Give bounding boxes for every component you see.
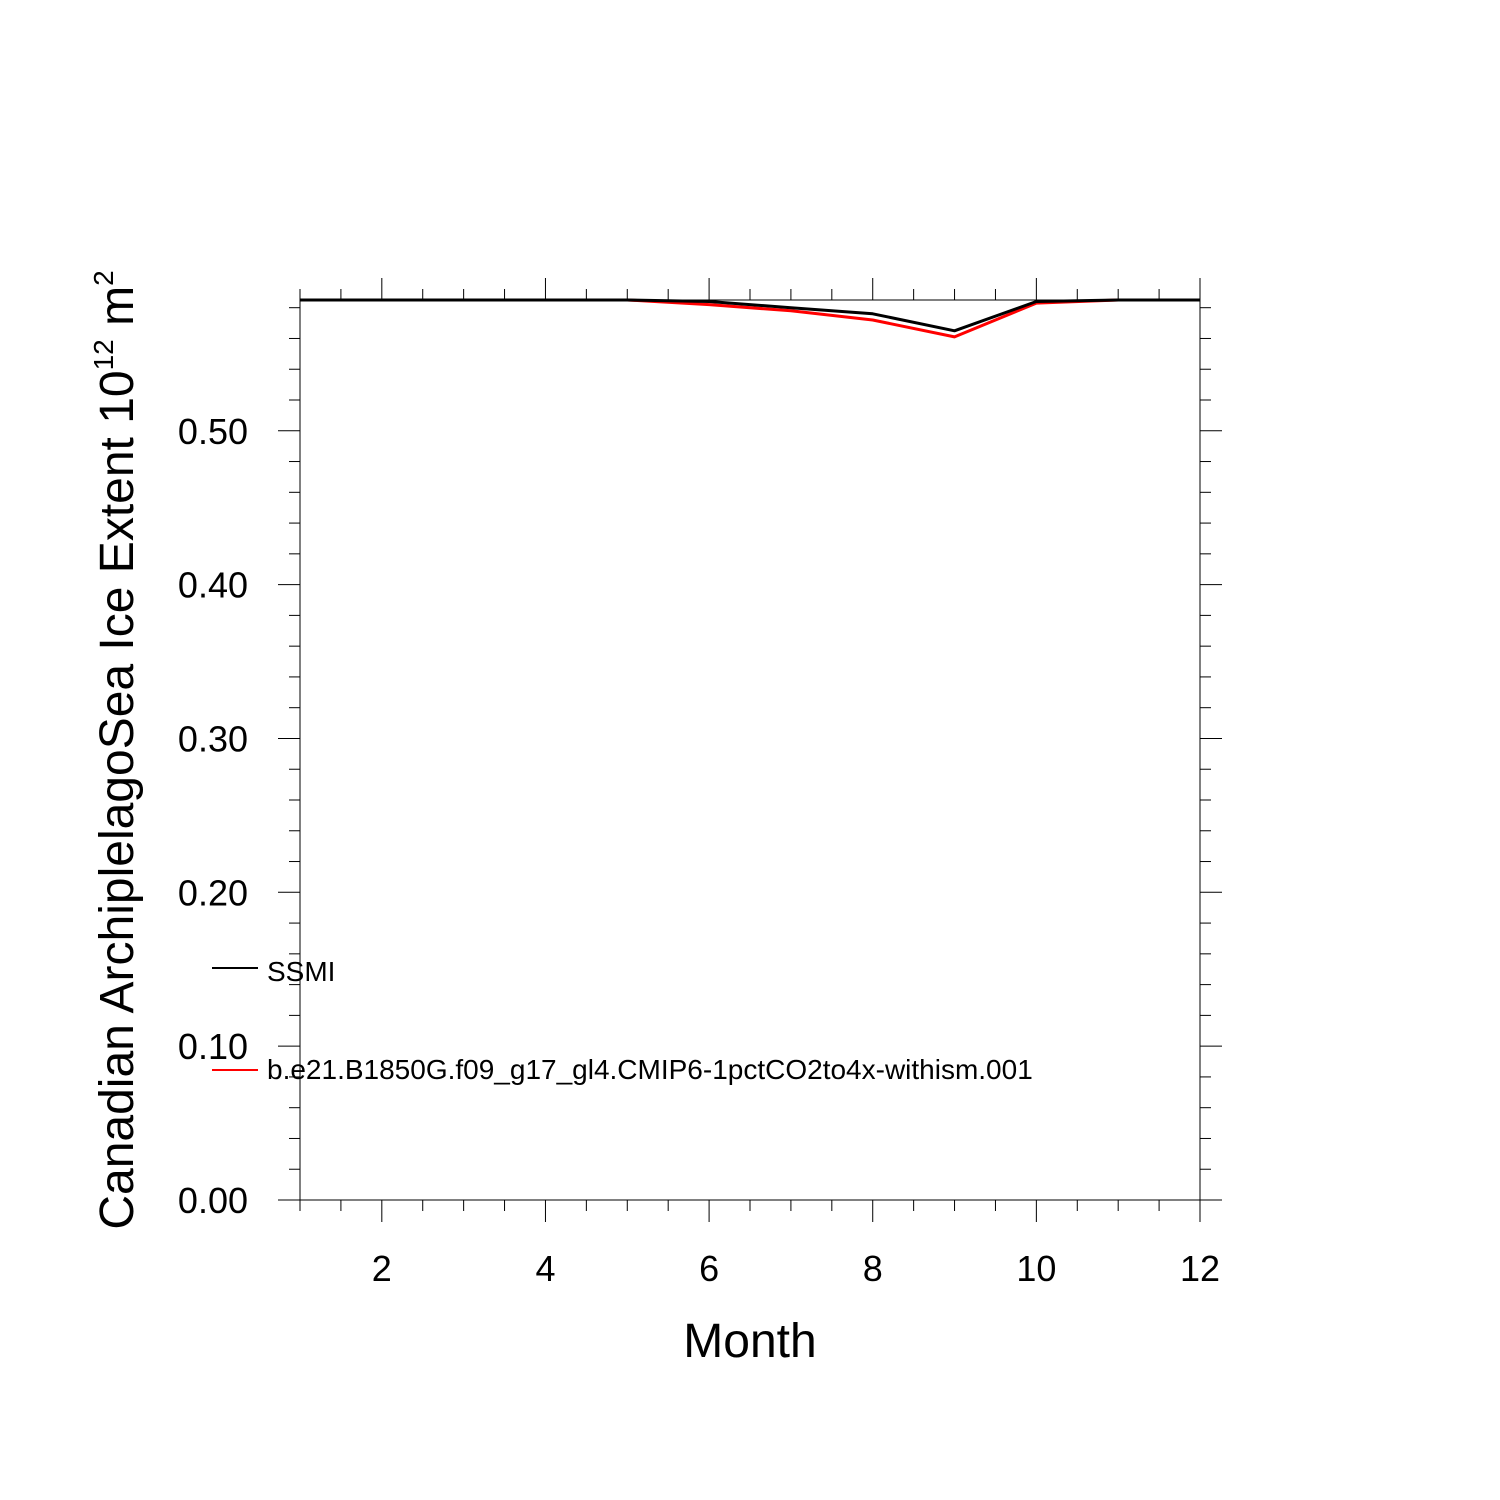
y-axis-label: Canadian ArchiplelagoSea Ice Extent 1012… xyxy=(88,270,144,1229)
series-lines xyxy=(300,298,1200,339)
y-axis-label-exponent: 12 xyxy=(88,339,119,370)
legend-label-ssmi: SSMI xyxy=(267,956,335,987)
y-tick-label: 0.10 xyxy=(178,1026,248,1067)
y-tick-label: 0.00 xyxy=(178,1180,248,1221)
axis-ticks xyxy=(278,278,1222,1222)
x-tick-label: 8 xyxy=(863,1248,883,1289)
x-tick-label: 2 xyxy=(372,1248,392,1289)
x-tick-label: 4 xyxy=(535,1248,555,1289)
y-axis-label-main: Canadian ArchiplelagoSea Ice Extent 10 xyxy=(91,370,144,1229)
y-tick-label: 0.40 xyxy=(178,565,248,606)
y-tick-label: 0.50 xyxy=(178,411,248,452)
y-axis-label-unit-exponent: 2 xyxy=(88,270,119,286)
x-tick-label: 6 xyxy=(699,1248,719,1289)
x-tick-label: 12 xyxy=(1180,1248,1220,1289)
x-tick-label: 10 xyxy=(1016,1248,1056,1289)
x-axis-label: Month xyxy=(683,1315,816,1368)
y-tick-label: 0.30 xyxy=(178,718,248,759)
plot-frame xyxy=(299,299,1201,1201)
legend-label-model: b.e21.B1850G.f09_g17_gl4.CMIP6-1pctCO2to… xyxy=(267,1054,1033,1085)
tick-labels: 2 4 6 8 10 12 0.00 0.10 0.20 0.30 0.40 0.50 xyxy=(178,411,1220,1289)
series-line-0 xyxy=(300,298,1200,333)
y-axis-label-unit: m xyxy=(91,286,144,339)
y-tick-label: 0.20 xyxy=(178,872,248,913)
legend: SSMI b.e21.B1850G.f09_g17_gl4.CMIP6-1pct… xyxy=(212,956,1033,1085)
